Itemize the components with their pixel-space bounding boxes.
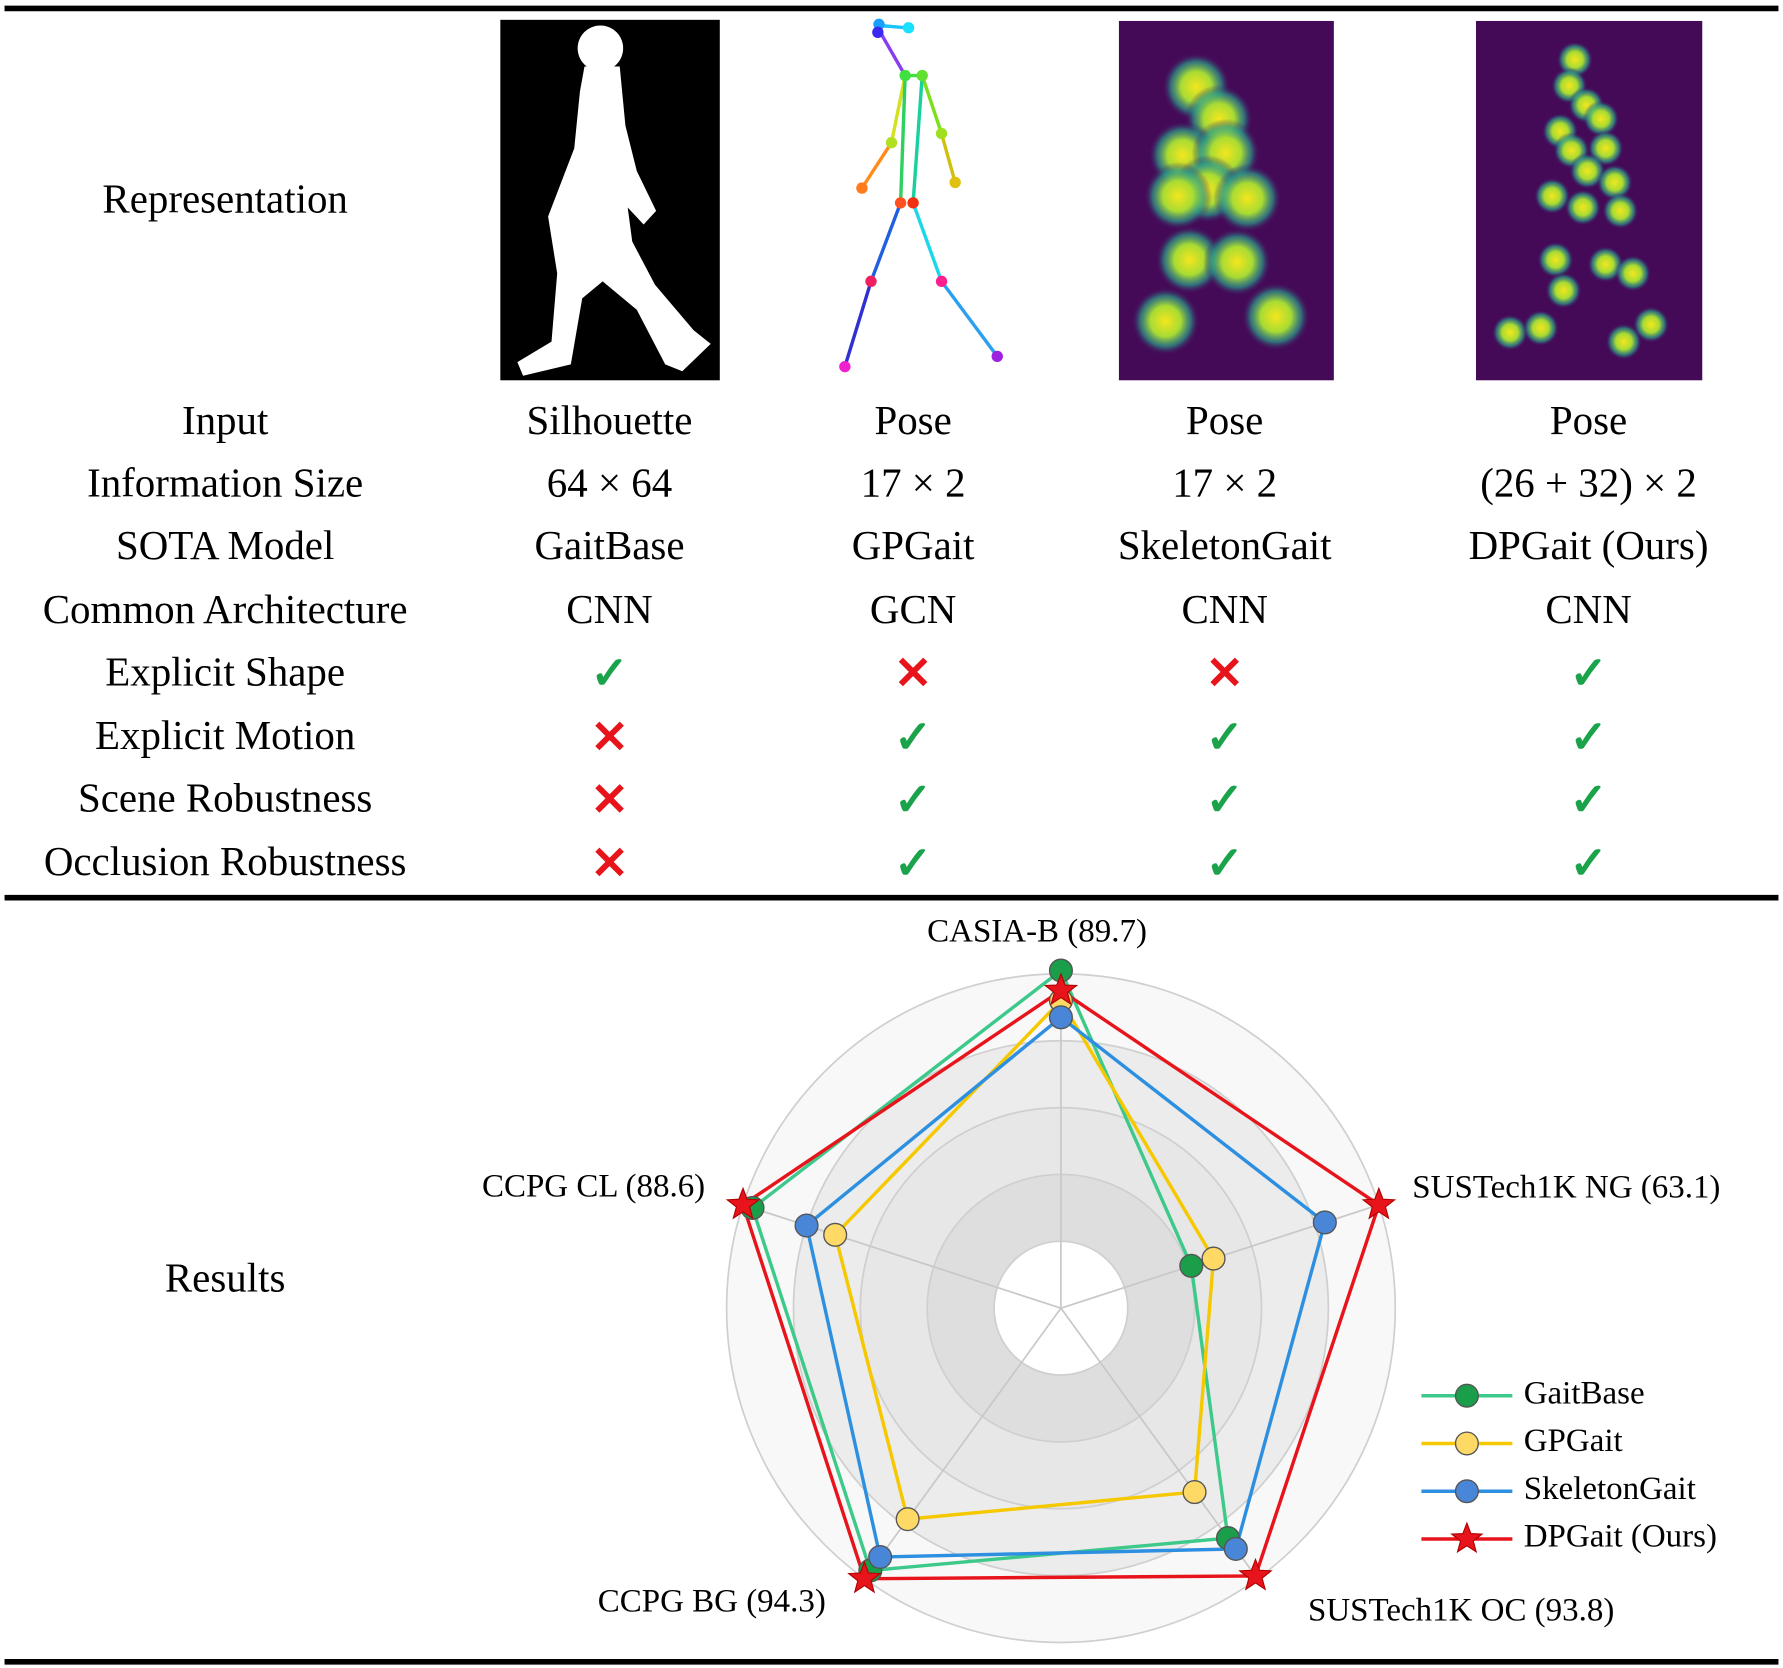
row-label: Input <box>182 398 269 443</box>
point-marker <box>1182 1480 1207 1505</box>
table-cell: ✓ <box>894 711 932 762</box>
point-marker <box>794 1213 819 1238</box>
legend-marker <box>1450 1521 1484 1554</box>
star-marker <box>847 1560 882 1594</box>
point-marker <box>1312 1210 1337 1235</box>
point-marker <box>868 1544 893 1570</box>
table-cell: Silhouette <box>527 398 693 443</box>
table-cell: ✕ <box>590 774 628 825</box>
spoke <box>863 1307 1062 1580</box>
table-cell: ✓ <box>1206 838 1244 889</box>
table-cell: ✓ <box>894 774 932 825</box>
table-cell: ✕ <box>1206 648 1244 699</box>
legend-marker <box>1454 1383 1479 1408</box>
table-cell: ✕ <box>590 838 628 889</box>
row-label: Common Architecture <box>43 587 408 632</box>
table-cell: (26 + 32) × 2 <box>1480 461 1697 506</box>
point-marker <box>1048 1005 1073 1030</box>
table-cell: ✕ <box>894 648 932 699</box>
row-label: Scene Robustness <box>78 776 372 821</box>
table-cell: ✓ <box>1569 648 1607 699</box>
point-marker <box>1201 1246 1226 1271</box>
legend-marker <box>1454 1479 1479 1504</box>
table-cell: ✓ <box>1206 774 1244 825</box>
row-label: Explicit Motion <box>95 713 355 758</box>
axis-label: CCPG CL (88.6) <box>482 1168 705 1204</box>
heatmap-image <box>1118 20 1334 381</box>
table-cell: ✓ <box>1569 838 1607 889</box>
table-cell: 17 × 2 <box>1172 461 1277 506</box>
series-line <box>804 1015 1327 1559</box>
series-line <box>740 988 1381 1581</box>
legend-label: GPGait <box>1524 1423 1623 1459</box>
table-cell: CNN <box>566 587 652 632</box>
table-cell: Pose <box>1550 398 1627 443</box>
table-cell: Pose <box>874 398 951 443</box>
legend-label: SkeletonGait <box>1524 1471 1696 1507</box>
table-cell: GaitBase <box>534 523 684 568</box>
table-cell: ✓ <box>1569 711 1607 762</box>
table-cell: CNN <box>1181 587 1267 632</box>
axis-label: CASIA-B (89.7) <box>927 914 1147 950</box>
table-cell: SkeletonGait <box>1118 523 1332 568</box>
point-marker <box>1179 1253 1204 1278</box>
axis-label: SUSTech1K OC (93.8) <box>1308 1592 1614 1628</box>
star-marker <box>1043 972 1079 1006</box>
star-marker <box>1361 1186 1397 1220</box>
table-cell: 17 × 2 <box>861 461 966 506</box>
table-cell: ✓ <box>590 648 628 699</box>
legend-marker <box>1454 1431 1479 1456</box>
table-cell: 64 × 64 <box>547 461 672 506</box>
legend-label: GaitBase <box>1524 1375 1645 1411</box>
table-cell: CNN <box>1545 587 1631 632</box>
row-label: Results <box>165 1255 286 1300</box>
row-label: SOTA Model <box>116 523 334 568</box>
row-label: Representation <box>102 176 347 221</box>
point-marker <box>823 1222 848 1247</box>
axis-label: SUSTech1K NG (63.1) <box>1412 1169 1720 1205</box>
row-label: Information Size <box>87 461 363 506</box>
heatmap-image <box>1475 20 1703 381</box>
table-cell: ✕ <box>590 711 628 762</box>
table-cell: Pose <box>1186 398 1263 443</box>
silhouette-image <box>500 19 720 381</box>
point-marker <box>895 1507 920 1532</box>
point-marker <box>1223 1536 1248 1561</box>
row-label: Explicit Shape <box>105 649 345 694</box>
table-cell: DPGait (Ours) <box>1469 523 1709 568</box>
star-marker <box>1238 1557 1273 1591</box>
table-cell: ✓ <box>1206 711 1244 762</box>
series-line <box>833 997 1216 1521</box>
table-cell: ✓ <box>894 838 932 889</box>
table-cell: ✓ <box>1569 774 1607 825</box>
legend-label: DPGait (Ours) <box>1524 1519 1717 1555</box>
table-cell: GPGait <box>852 523 975 568</box>
axis-label: CCPG BG (94.3) <box>598 1583 826 1619</box>
table-cell: GCN <box>870 587 956 632</box>
row-label: Occlusion Robustness <box>44 839 407 884</box>
star-marker <box>725 1186 761 1220</box>
pose-image <box>839 18 1003 373</box>
